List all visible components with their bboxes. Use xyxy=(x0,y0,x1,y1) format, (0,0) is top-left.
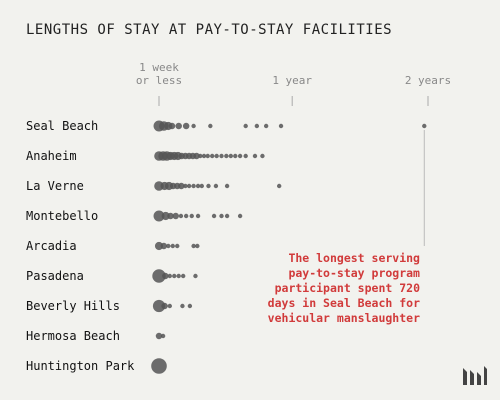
stay-dot xyxy=(153,210,165,222)
x-tick-label: 1 week xyxy=(139,61,179,74)
stay-dot xyxy=(182,122,190,130)
stay-dot xyxy=(191,183,196,189)
annotation-text: vehicular manslaughter xyxy=(268,311,420,325)
annotation-text: The longest serving xyxy=(288,251,420,265)
stay-dot xyxy=(263,123,269,129)
stay-dot xyxy=(183,183,188,189)
stay-dot xyxy=(166,243,171,249)
stay-dot xyxy=(170,243,175,249)
stay-dot xyxy=(172,212,179,220)
stay-dot xyxy=(243,153,248,159)
stay-dot xyxy=(187,303,193,309)
stay-dot xyxy=(198,153,203,159)
facility-label: Anaheim xyxy=(26,149,77,163)
stay-dot xyxy=(237,213,243,219)
x-tick-label: 2 years xyxy=(405,74,451,87)
stay-dot xyxy=(224,183,230,189)
stay-dot xyxy=(193,273,198,279)
annotation-text: pay-to-stay program xyxy=(288,266,420,280)
stay-dot xyxy=(213,183,219,189)
stay-dot xyxy=(193,152,200,160)
stay-dot xyxy=(191,123,196,129)
stay-dot xyxy=(210,153,215,159)
facility-label: Arcadia xyxy=(26,239,77,253)
stay-dot xyxy=(195,243,200,249)
facility-label: Huntington Park xyxy=(26,359,135,373)
stay-dot xyxy=(214,153,219,159)
stay-dot xyxy=(167,303,172,309)
stay-dot xyxy=(219,153,224,159)
facility-label: La Verne xyxy=(26,179,84,193)
stay-dot xyxy=(195,213,201,219)
stay-dot xyxy=(183,213,189,219)
stay-dot xyxy=(167,212,174,220)
stay-dot xyxy=(186,183,192,189)
stay-dot xyxy=(211,213,217,219)
stay-dot xyxy=(176,273,181,279)
stay-dot xyxy=(180,303,185,309)
stay-dot xyxy=(237,153,243,159)
stay-dot xyxy=(178,213,184,219)
stay-dot xyxy=(206,183,211,189)
stay-dot xyxy=(243,123,248,129)
x-tick-label: 1 year xyxy=(272,74,312,87)
brand-logo-icon xyxy=(463,366,487,385)
annotation-text: participant spent 720 xyxy=(275,281,420,295)
stay-dot xyxy=(252,153,258,159)
stay-dot xyxy=(208,123,213,129)
x-tick-label: or less xyxy=(136,74,182,87)
stay-dot xyxy=(422,123,427,129)
stay-dot xyxy=(195,183,201,189)
stay-dot xyxy=(254,123,260,129)
stay-dot xyxy=(191,243,196,249)
stay-dot xyxy=(219,213,224,219)
facility-label: Pasadena xyxy=(26,269,84,283)
annotation-text: days in Seal Beach for xyxy=(268,296,420,310)
facility-label: Seal Beach xyxy=(26,119,98,133)
stay-dot xyxy=(160,333,166,339)
stay-dot xyxy=(224,153,229,159)
stay-dot xyxy=(189,213,194,219)
stay-dot xyxy=(199,183,204,189)
stay-dot xyxy=(161,302,168,310)
facility-label: Beverly Hills xyxy=(26,299,120,313)
stay-dot xyxy=(154,241,164,251)
stay-dot xyxy=(152,299,166,313)
stay-dot xyxy=(155,332,163,340)
facility-label: Hermosa Beach xyxy=(26,329,120,343)
stay-dot xyxy=(162,272,169,280)
stay-dot xyxy=(151,358,167,374)
stay-dot xyxy=(152,269,166,283)
stay-dot xyxy=(175,122,182,130)
stay-dot xyxy=(172,273,177,279)
stay-dot xyxy=(224,213,230,219)
stay-dot xyxy=(168,122,176,130)
stay-dot xyxy=(228,153,234,159)
stay-dot xyxy=(180,273,186,279)
stay-dot xyxy=(160,242,168,250)
facility-label: Montebello xyxy=(26,209,98,223)
stay-dot xyxy=(167,273,172,279)
stay-dot xyxy=(278,123,284,129)
stay-dot xyxy=(276,183,282,189)
stay-dot xyxy=(161,211,170,221)
stay-dot xyxy=(201,153,207,159)
stay-dot xyxy=(205,153,210,159)
stay-dot xyxy=(233,153,238,159)
chart-title: LENGTHS OF STAY AT PAY-TO-STAY FACILITIE… xyxy=(26,22,393,38)
stay-dot xyxy=(175,243,180,249)
stay-dot xyxy=(178,182,185,190)
stay-dot xyxy=(260,153,265,159)
